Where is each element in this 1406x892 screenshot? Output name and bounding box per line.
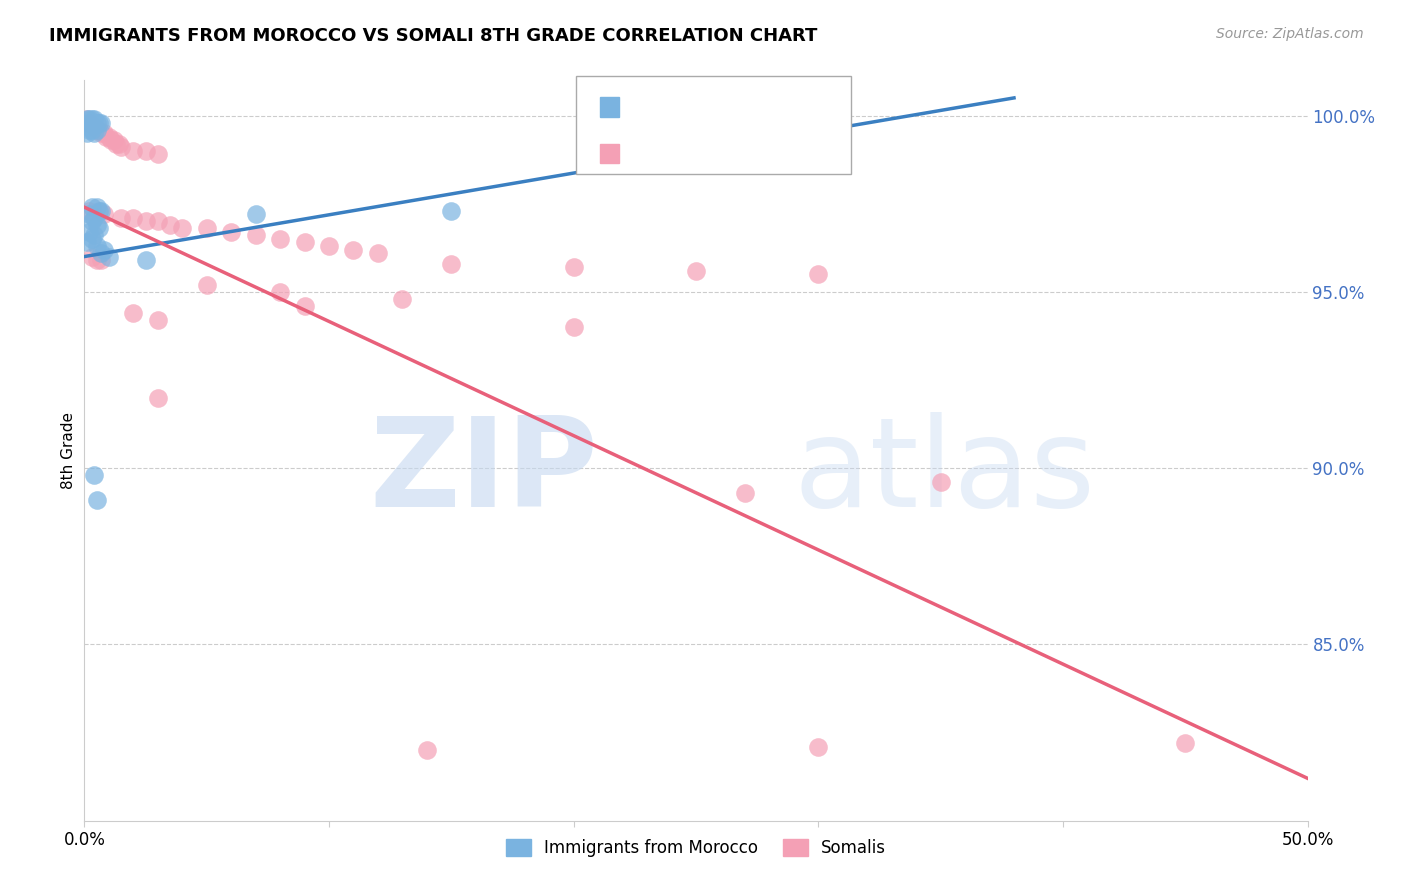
- Point: [80, 122, 103, 136]
- Point: [440, 257, 463, 271]
- Point: [318, 239, 340, 253]
- Point: [76, 112, 98, 126]
- Point: [83, 112, 105, 126]
- Point: [86, 239, 108, 253]
- Point: [86, 122, 108, 136]
- Point: [77, 207, 100, 221]
- Point: [146, 313, 169, 327]
- Point: [86, 218, 108, 232]
- Point: [269, 232, 291, 246]
- Point: [135, 253, 157, 268]
- Point: [83, 468, 105, 483]
- Point: [146, 391, 169, 405]
- Point: [440, 203, 463, 218]
- Text: R =  0.404   N = 36: R = 0.404 N = 36: [626, 98, 787, 116]
- Point: [90, 126, 112, 140]
- Point: [90, 253, 112, 268]
- Point: [93, 126, 115, 140]
- Point: [172, 221, 194, 235]
- Text: atlas: atlas: [794, 412, 1095, 533]
- Point: [342, 243, 364, 257]
- Point: [76, 235, 98, 250]
- Point: [76, 126, 98, 140]
- Point: [83, 228, 105, 243]
- Point: [146, 214, 169, 228]
- Text: R = -0.658   N = 54: R = -0.658 N = 54: [626, 145, 789, 162]
- Point: [86, 200, 108, 214]
- Point: [146, 147, 169, 161]
- Point: [367, 246, 389, 260]
- Point: [685, 263, 707, 277]
- Point: [103, 133, 125, 147]
- Point: [807, 267, 830, 281]
- Point: [416, 743, 439, 757]
- Point: [86, 122, 108, 136]
- Point: [294, 299, 316, 313]
- Point: [83, 119, 105, 133]
- Point: [1174, 736, 1197, 750]
- Text: Source: ZipAtlas.com: Source: ZipAtlas.com: [1216, 27, 1364, 41]
- Point: [93, 207, 115, 221]
- Point: [562, 260, 585, 274]
- Point: [269, 285, 291, 299]
- Point: [97, 129, 120, 144]
- Point: [87, 203, 110, 218]
- Point: [86, 115, 108, 129]
- Point: [294, 235, 316, 250]
- Point: [83, 126, 105, 140]
- Point: [77, 115, 100, 129]
- Point: [80, 112, 103, 126]
- Point: [80, 232, 103, 246]
- Point: [122, 211, 145, 225]
- Point: [219, 225, 242, 239]
- Point: [77, 112, 100, 126]
- Point: [135, 144, 157, 158]
- Point: [87, 221, 110, 235]
- Legend: Immigrants from Morocco, Somalis: Immigrants from Morocco, Somalis: [499, 832, 893, 864]
- Point: [110, 140, 132, 154]
- Point: [107, 136, 129, 151]
- Y-axis label: 8th Grade: 8th Grade: [60, 412, 76, 489]
- Point: [77, 122, 100, 136]
- Point: [245, 228, 267, 243]
- Point: [87, 115, 110, 129]
- Point: [122, 306, 145, 320]
- Point: [86, 492, 108, 507]
- Point: [80, 214, 103, 228]
- Point: [86, 253, 108, 268]
- Point: [562, 320, 585, 334]
- Point: [807, 739, 830, 754]
- Point: [93, 243, 115, 257]
- Point: [90, 246, 112, 260]
- Point: [100, 133, 122, 147]
- Point: [77, 225, 100, 239]
- Point: [76, 112, 98, 126]
- Point: [391, 292, 413, 306]
- Point: [80, 250, 103, 264]
- Point: [135, 214, 157, 228]
- Point: [80, 119, 103, 133]
- Point: [77, 203, 100, 218]
- Text: ZIP: ZIP: [370, 412, 598, 533]
- Point: [159, 218, 181, 232]
- Point: [80, 200, 103, 214]
- Point: [195, 221, 218, 235]
- Point: [122, 144, 145, 158]
- Point: [90, 115, 112, 129]
- Point: [83, 119, 105, 133]
- Point: [110, 211, 132, 225]
- Point: [929, 475, 952, 490]
- Point: [97, 250, 120, 264]
- Point: [83, 211, 105, 225]
- Point: [195, 277, 218, 292]
- Point: [80, 119, 103, 133]
- Point: [105, 136, 128, 151]
- Point: [734, 485, 756, 500]
- Text: IMMIGRANTS FROM MOROCCO VS SOMALI 8TH GRADE CORRELATION CHART: IMMIGRANTS FROM MOROCCO VS SOMALI 8TH GR…: [49, 27, 817, 45]
- Point: [87, 122, 110, 136]
- Point: [90, 203, 112, 218]
- Point: [245, 207, 267, 221]
- Point: [96, 129, 118, 144]
